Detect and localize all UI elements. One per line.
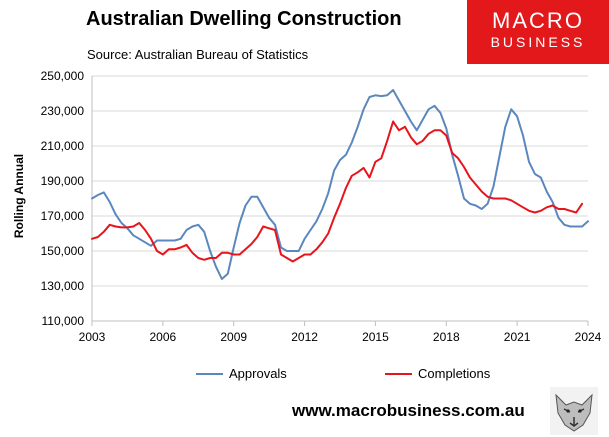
x-tick-label: 2021 — [504, 330, 531, 344]
site-url: www.macrobusiness.com.au — [292, 401, 525, 420]
y-tick-label: 130,000 — [41, 279, 85, 293]
series-line-completions — [91, 120, 584, 263]
legend-label-approvals: Approvals — [229, 366, 287, 381]
chart-grid — [91, 75, 588, 322]
x-axis: 2003 2006 2009 2012 2015 2018 2021 2024 — [79, 321, 602, 344]
y-axis: 110,000 130,000 150,000 170,000 190,000 210,0… — [41, 69, 85, 328]
series-line-approvals — [91, 89, 589, 280]
logo-line-2: BUSINESS — [490, 34, 586, 50]
y-axis-label: Rolling Annual — [12, 154, 26, 238]
series-group — [91, 89, 589, 280]
y-tick-label: 150,000 — [41, 244, 85, 258]
x-tick-label: 2018 — [433, 330, 460, 344]
x-tick-label: 2003 — [79, 330, 106, 344]
legend-label-completions: Completions — [418, 366, 491, 381]
source-note: Source: Australian Bureau of Statistics — [87, 47, 309, 62]
logo-line-1: MACRO — [492, 8, 584, 33]
y-tick-label: 110,000 — [42, 314, 85, 328]
x-tick-label: 2006 — [150, 330, 177, 344]
x-tick-label: 2024 — [575, 330, 602, 344]
x-tick-label: 2009 — [220, 330, 247, 344]
x-tick-label: 2015 — [362, 330, 389, 344]
y-tick-label: 210,000 — [41, 139, 85, 153]
y-tick-label: 250,000 — [41, 69, 85, 83]
y-tick-label: 190,000 — [41, 174, 85, 188]
y-tick-label: 230,000 — [41, 104, 85, 118]
y-tick-label: 170,000 — [41, 209, 85, 223]
legend: Approvals Completions — [196, 366, 491, 381]
chart-title: Australian Dwelling Construction — [86, 8, 402, 30]
macrobusiness-logo: MACRO BUSINESS — [467, 0, 609, 64]
wolf-logo-icon — [550, 387, 598, 435]
x-tick-label: 2012 — [291, 330, 318, 344]
